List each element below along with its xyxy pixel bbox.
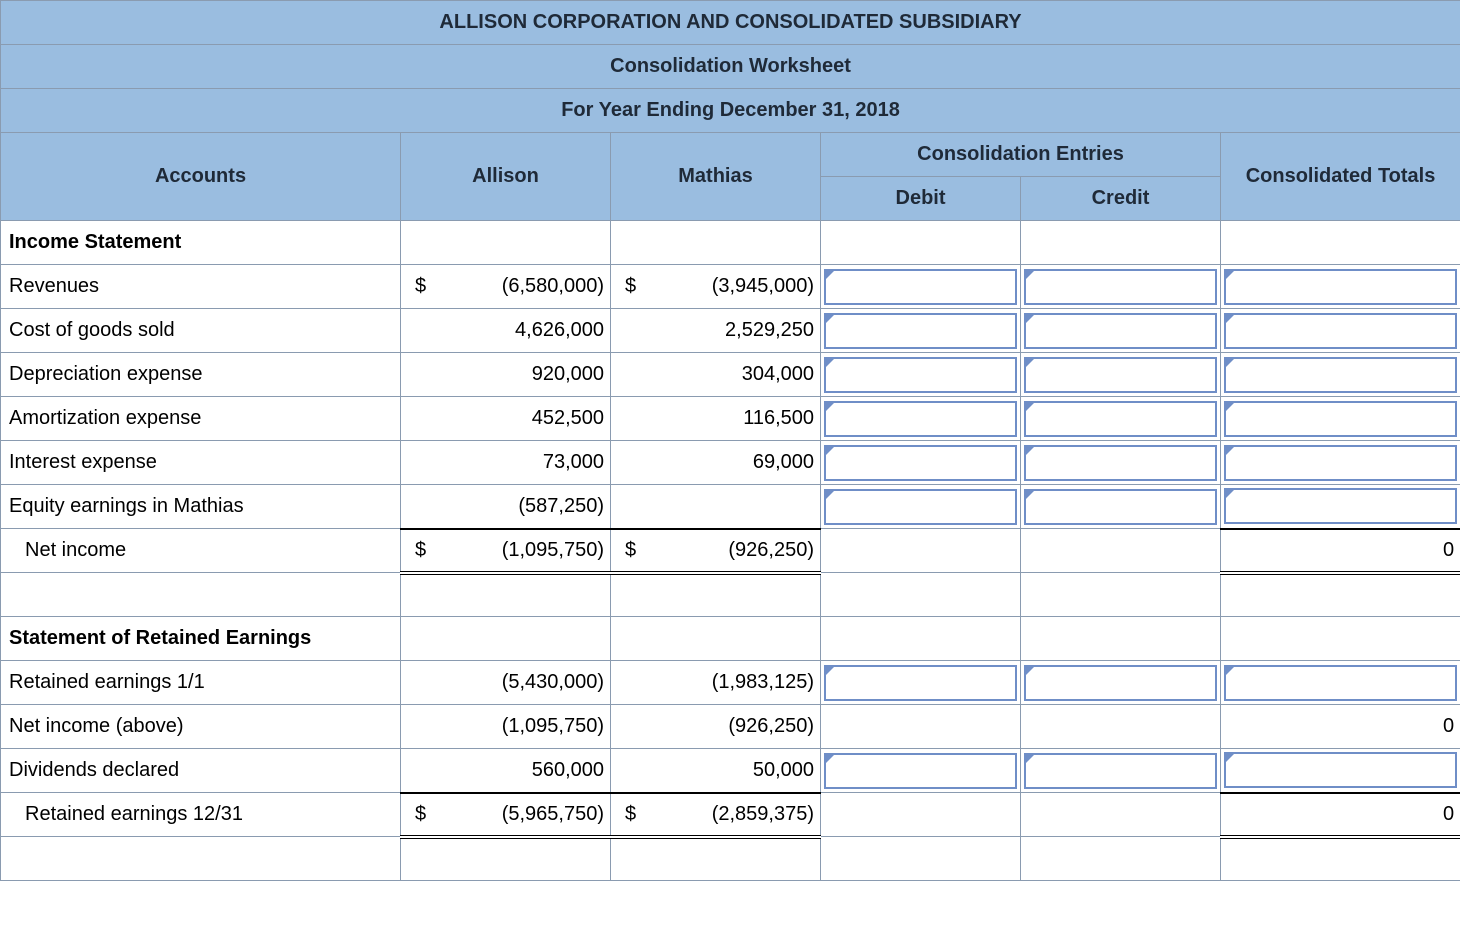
credit-input[interactable] <box>1024 313 1217 349</box>
credit-cell <box>1021 793 1221 837</box>
mathias-value: 50,000 <box>611 749 821 793</box>
row-label: Revenues <box>1 265 401 309</box>
allison-value: $(5,965,750) <box>401 793 611 837</box>
mathias-value: (926,250) <box>611 705 821 749</box>
mathias-value <box>611 485 821 529</box>
credit-input[interactable] <box>1024 269 1217 305</box>
credit-input[interactable] <box>1024 401 1217 437</box>
group-header-row: Accounts Allison Mathias Consolidation E… <box>1 133 1460 177</box>
section-income: Income Statement <box>1 221 401 265</box>
total-input[interactable] <box>1224 445 1457 481</box>
mathias-value: $(926,250) <box>611 529 821 573</box>
allison-value: 73,000 <box>401 441 611 485</box>
row-label: Retained earnings 12/31 <box>1 793 401 837</box>
debit-cell <box>821 705 1021 749</box>
mathias-value: (1,983,125) <box>611 661 821 705</box>
debit-input[interactable] <box>824 313 1017 349</box>
section-retained: Statement of Retained Earnings <box>1 617 401 661</box>
debit-input[interactable] <box>824 753 1017 789</box>
allison-value: 920,000 <box>401 353 611 397</box>
allison-value: (587,250) <box>401 485 611 529</box>
debit-input[interactable] <box>824 269 1017 305</box>
table-row: Amortization expense 452,500 116,500 <box>1 397 1460 441</box>
total-input[interactable] <box>1224 488 1457 524</box>
table-row: Cost of goods sold 4,626,000 2,529,250 <box>1 309 1460 353</box>
debit-cell <box>821 793 1021 837</box>
row-label: Dividends declared <box>1 749 401 793</box>
mathias-value: $(2,859,375) <box>611 793 821 837</box>
row-label: Depreciation expense <box>1 353 401 397</box>
allison-value: 4,626,000 <box>401 309 611 353</box>
debit-cell <box>821 529 1021 573</box>
table-row: Interest expense 73,000 69,000 <box>1 441 1460 485</box>
col-totals: Consolidated Totals <box>1221 133 1460 221</box>
row-label: Interest expense <box>1 441 401 485</box>
total-input[interactable] <box>1224 313 1457 349</box>
col-accounts: Accounts <box>1 133 401 221</box>
total-value: 0 <box>1221 529 1460 573</box>
col-debit: Debit <box>821 177 1021 221</box>
row-label: Net income <box>1 529 401 573</box>
table-row: Income Statement <box>1 221 1460 265</box>
mathias-value: $(3,945,000) <box>611 265 821 309</box>
allison-value: $(1,095,750) <box>401 529 611 573</box>
title-row-period: For Year Ending December 31, 2018 <box>1 89 1460 133</box>
table-row: Net income (above) (1,095,750) (926,250)… <box>1 705 1460 749</box>
title-row-company: ALLISON CORPORATION AND CONSOLIDATED SUB… <box>1 1 1460 45</box>
debit-input[interactable] <box>824 357 1017 393</box>
allison-value: (1,095,750) <box>401 705 611 749</box>
credit-input[interactable] <box>1024 753 1217 789</box>
worksheet-title: Consolidation Worksheet <box>1 45 1460 89</box>
table-row: Depreciation expense 920,000 304,000 <box>1 353 1460 397</box>
row-label: Cost of goods sold <box>1 309 401 353</box>
mathias-value: 304,000 <box>611 353 821 397</box>
mathias-value: 2,529,250 <box>611 309 821 353</box>
credit-input[interactable] <box>1024 489 1217 525</box>
table-row: Retained earnings 1/1 (5,430,000) (1,983… <box>1 661 1460 705</box>
table-row-blank <box>1 573 1460 617</box>
table-row: Retained earnings 12/31 $(5,965,750) $(2… <box>1 793 1460 837</box>
col-sub: Mathias <box>611 133 821 221</box>
col-parent: Allison <box>401 133 611 221</box>
allison-value: 452,500 <box>401 397 611 441</box>
total-value: 0 <box>1221 793 1460 837</box>
title-row-worksheet: Consolidation Worksheet <box>1 45 1460 89</box>
col-credit: Credit <box>1021 177 1221 221</box>
row-label: Net income (above) <box>1 705 401 749</box>
credit-cell <box>1021 705 1221 749</box>
table-row-blank <box>1 837 1460 881</box>
credit-cell <box>1021 529 1221 573</box>
total-input[interactable] <box>1224 269 1457 305</box>
debit-input[interactable] <box>824 665 1017 701</box>
total-input[interactable] <box>1224 357 1457 393</box>
debit-input[interactable] <box>824 445 1017 481</box>
credit-input[interactable] <box>1024 445 1217 481</box>
table-row: Revenues $(6,580,000) $(3,945,000) <box>1 265 1460 309</box>
consolidation-worksheet: ALLISON CORPORATION AND CONSOLIDATED SUB… <box>0 0 1460 881</box>
row-label: Equity earnings in Mathias <box>1 485 401 529</box>
debit-input[interactable] <box>824 401 1017 437</box>
period-title: For Year Ending December 31, 2018 <box>1 89 1460 133</box>
row-label: Amortization expense <box>1 397 401 441</box>
mathias-value: 116,500 <box>611 397 821 441</box>
company-title: ALLISON CORPORATION AND CONSOLIDATED SUB… <box>1 1 1460 45</box>
col-entries-group: Consolidation Entries <box>821 133 1221 177</box>
credit-input[interactable] <box>1024 665 1217 701</box>
allison-value: (5,430,000) <box>401 661 611 705</box>
allison-value: 560,000 <box>401 749 611 793</box>
debit-input[interactable] <box>824 489 1017 525</box>
total-input[interactable] <box>1224 401 1457 437</box>
row-label: Retained earnings 1/1 <box>1 661 401 705</box>
mathias-value: 69,000 <box>611 441 821 485</box>
table-row: Dividends declared 560,000 50,000 <box>1 749 1460 793</box>
allison-value: $(6,580,000) <box>401 265 611 309</box>
total-input[interactable] <box>1224 665 1457 701</box>
total-value: 0 <box>1221 705 1460 749</box>
table-row: Net income $(1,095,750) $(926,250) 0 <box>1 529 1460 573</box>
table-row: Equity earnings in Mathias (587,250) <box>1 485 1460 529</box>
table-row: Statement of Retained Earnings <box>1 617 1460 661</box>
credit-input[interactable] <box>1024 357 1217 393</box>
total-input[interactable] <box>1224 752 1457 788</box>
